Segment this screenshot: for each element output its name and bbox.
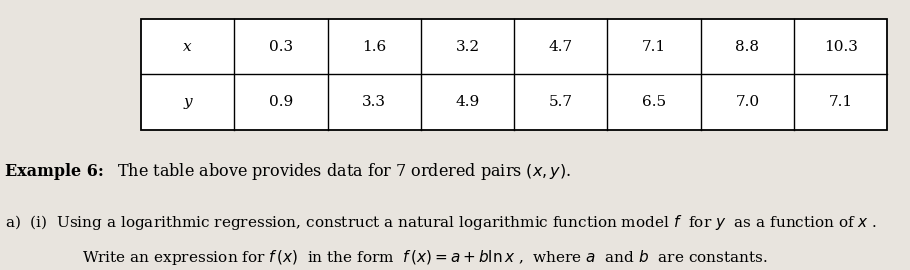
- Text: 6.5: 6.5: [642, 95, 666, 109]
- Text: 8.8: 8.8: [735, 40, 759, 53]
- Text: 4.7: 4.7: [549, 40, 573, 53]
- Text: Write an expression for $f\,(x)$  in the form  $f\,(x) = a + b\ln x$ ,  where $a: Write an expression for $f\,(x)$ in the …: [82, 248, 768, 267]
- Text: a)  (i)  Using a logarithmic regression, construct a natural logarithmic functio: a) (i) Using a logarithmic regression, c…: [5, 213, 876, 232]
- Text: 0.3: 0.3: [268, 40, 293, 53]
- Text: 7.1: 7.1: [642, 40, 666, 53]
- Text: 0.9: 0.9: [268, 95, 293, 109]
- Text: 10.3: 10.3: [824, 40, 857, 53]
- Text: x: x: [184, 40, 192, 53]
- Text: Example 6:: Example 6:: [5, 163, 104, 180]
- Text: y: y: [184, 95, 192, 109]
- Text: 1.6: 1.6: [362, 40, 387, 53]
- Text: 7.1: 7.1: [828, 95, 853, 109]
- Text: The table above provides data for 7 ordered pairs $(x, y)$.: The table above provides data for 7 orde…: [107, 161, 571, 182]
- Text: 3.2: 3.2: [455, 40, 480, 53]
- Text: 3.3: 3.3: [362, 95, 386, 109]
- Text: 5.7: 5.7: [549, 95, 572, 109]
- Text: 4.9: 4.9: [455, 95, 480, 109]
- Text: 7.0: 7.0: [735, 95, 760, 109]
